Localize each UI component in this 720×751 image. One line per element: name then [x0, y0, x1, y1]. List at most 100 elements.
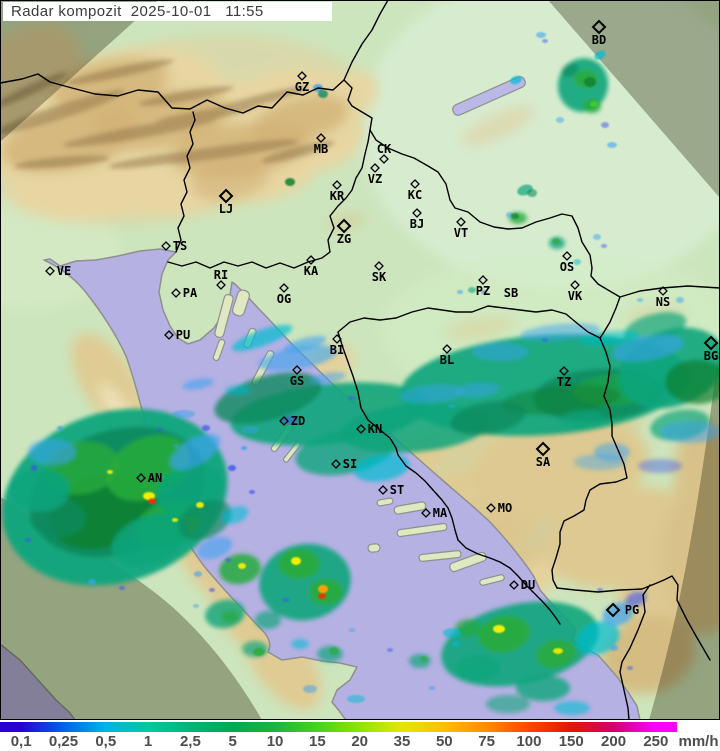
- city-label: OS: [560, 260, 574, 274]
- precip-cell: [347, 695, 365, 703]
- precip-cell: [88, 579, 96, 585]
- city-label: BJ: [410, 217, 424, 231]
- precip-cell: [607, 142, 617, 148]
- city-label: GS: [290, 374, 304, 388]
- city-an: AN: [136, 471, 162, 485]
- city-diamond-icon: [297, 71, 307, 81]
- city-label: ST: [390, 483, 404, 497]
- title-text: Radar kompozit 2025-10-01 11:55: [11, 3, 264, 20]
- city-label: KR: [330, 189, 345, 203]
- precip-cell: [197, 536, 233, 560]
- city-label: VK: [568, 289, 583, 303]
- precip-cell: [601, 244, 607, 248]
- precip-cell: [510, 75, 522, 85]
- city-si: SI: [331, 457, 357, 471]
- precip-cell: [536, 32, 546, 38]
- city-label: VE: [57, 264, 71, 278]
- city-bl: BL: [440, 344, 454, 367]
- city-diamond-icon: [559, 366, 569, 376]
- city-du: DU: [509, 578, 535, 592]
- border-alps: [0, 0, 389, 114]
- legend-tick-label: 5: [228, 733, 237, 750]
- city-diamond-icon: [336, 218, 352, 234]
- city-sa: SA: [535, 441, 551, 469]
- city-kn: KN: [356, 422, 382, 436]
- title-bar: Radar kompozit 2025-10-01 11:55: [3, 2, 332, 21]
- city-label: PA: [183, 286, 198, 300]
- border-italy-slovenia: [175, 111, 196, 253]
- city-label: LJ: [219, 202, 233, 216]
- city-diamond-icon: [570, 280, 580, 290]
- city-label: TZ: [557, 375, 571, 389]
- precipitation-cores-layer: [25, 32, 684, 703]
- city-label: MO: [498, 501, 512, 515]
- precip-cell: [228, 465, 236, 471]
- city-zd: ZD: [279, 414, 305, 428]
- city-diamond-icon: [316, 133, 326, 143]
- city-label: KA: [304, 264, 319, 278]
- precip-cell: [221, 506, 249, 524]
- precip-cell: [349, 628, 355, 632]
- border-drina: [551, 337, 628, 589]
- city-diamond-icon: [45, 266, 55, 276]
- precip-cell: [638, 459, 682, 473]
- city-mo: MO: [486, 501, 512, 515]
- precip-cell: [225, 558, 231, 562]
- city-diamond-icon: [171, 288, 181, 298]
- precip-cell: [553, 648, 563, 654]
- radar-map: GZ BD MB CK VZ KR KC LJ BJ VT ZG TS VE RI PA KA SK OS PZ SB…: [0, 0, 720, 720]
- precip-cell: [225, 385, 251, 395]
- city-diamond-icon: [509, 580, 519, 590]
- precip-cell: [556, 117, 564, 123]
- precip-cell: [561, 63, 579, 77]
- city-label: VT: [454, 226, 468, 240]
- city-label: ZD: [291, 414, 305, 428]
- city-diamond-icon: [164, 330, 174, 340]
- city-label: NS: [656, 295, 670, 309]
- precip-cell: [593, 234, 601, 240]
- precip-cell: [317, 646, 343, 662]
- precip-cell: [456, 382, 500, 398]
- legend-tick-label: 0,25: [48, 733, 79, 750]
- precip-cell: [172, 518, 178, 522]
- city-label: SI: [343, 457, 357, 471]
- precip-cell: [448, 404, 456, 408]
- city-diamond-icon: [279, 283, 289, 293]
- country-borders: [0, 0, 720, 720]
- city-sk: SK: [372, 261, 387, 284]
- city-ts: TS: [161, 239, 187, 253]
- precip-cell: [665, 360, 720, 404]
- precip-cell: [580, 330, 640, 346]
- precip-cell: [31, 465, 37, 471]
- precip-cell: [610, 645, 618, 651]
- legend-tick-label: 2,5: [179, 733, 201, 750]
- precip-cell: [173, 444, 179, 448]
- legend-tick-label: 50: [435, 733, 453, 750]
- city-diamond-icon: [379, 154, 389, 164]
- border-slovenia-croatia: [167, 129, 371, 269]
- legend-tick-label: 20: [351, 733, 368, 750]
- precip-cell: [627, 666, 633, 670]
- city-pg: PG: [605, 602, 639, 618]
- city-diamond-icon: [370, 163, 380, 173]
- city-st: ST: [378, 483, 404, 497]
- precip-cell: [10, 468, 70, 512]
- precip-cell: [25, 538, 31, 542]
- precip-cell: [573, 259, 581, 265]
- precip-cell: [450, 400, 526, 436]
- precip-cell: [527, 189, 537, 197]
- precip-cell: [249, 490, 255, 494]
- city-bd: BD: [591, 19, 607, 47]
- city-label: DU: [521, 578, 535, 592]
- precip-cell: [486, 695, 530, 713]
- precip-cell: [119, 586, 125, 590]
- precip-cell: [291, 639, 309, 649]
- precip-cell: [193, 604, 199, 608]
- legend-tick-label: 1: [143, 733, 153, 750]
- precip-cell: [253, 648, 265, 656]
- precip-cell: [590, 101, 598, 107]
- legend-tick-label: 150: [558, 733, 584, 750]
- precip-cell: [255, 611, 281, 629]
- precip-cell: [409, 654, 431, 668]
- city-pz: PZ: [476, 275, 490, 298]
